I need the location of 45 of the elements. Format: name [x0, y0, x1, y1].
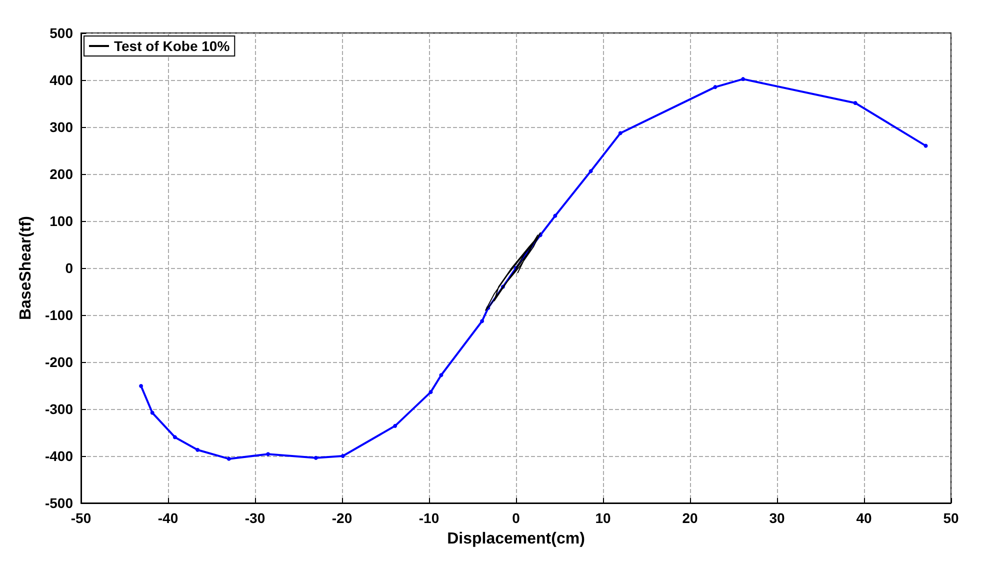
x-axis-title: Displacement(cm): [447, 530, 585, 548]
y-tick-label: -300: [44, 401, 74, 417]
x-tick-label: 20: [682, 510, 698, 526]
x-tick-label: -30: [244, 510, 266, 526]
y-tick-label: 200: [50, 166, 74, 182]
y-tick-label: -400: [44, 448, 74, 464]
y-tick-label: 100: [50, 213, 74, 229]
point: [428, 390, 433, 394]
legend-label: Test of Kobe 10%: [114, 38, 230, 54]
y-tick-label: 0: [65, 260, 74, 276]
y-tick-label: -500: [44, 495, 74, 511]
y-tick-label: 300: [50, 119, 74, 135]
point: [713, 85, 718, 90]
point: [853, 101, 858, 106]
line-series: [485, 232, 541, 311]
point: [741, 77, 746, 82]
point: [480, 319, 484, 324]
point: [618, 131, 622, 136]
x-tick-label: -20: [332, 510, 352, 526]
point: [314, 456, 318, 460]
y-tick-label: -100: [44, 307, 74, 323]
point: [266, 452, 270, 456]
x-tick-label: 50: [943, 510, 959, 526]
point: [196, 448, 200, 452]
y-tick-label: 500: [50, 25, 74, 41]
y-axis-title: BaseShear(tf): [18, 216, 35, 320]
x-tick-label: 10: [595, 510, 611, 526]
point: [340, 454, 345, 458]
x-tick-label: -50: [70, 510, 92, 526]
x-tick-label: -10: [418, 510, 440, 526]
y-tick-label: 400: [50, 72, 74, 88]
point: [150, 410, 154, 415]
point: [553, 214, 558, 218]
x-tick-label: -40: [158, 510, 178, 526]
x-tick-label: 0: [512, 510, 520, 526]
x-tick-label: 30: [769, 510, 785, 526]
point: [439, 373, 444, 378]
y-tick-label: -200: [44, 354, 74, 370]
point: [172, 435, 177, 440]
point: [924, 144, 928, 148]
point: [139, 384, 144, 388]
point: [393, 424, 398, 428]
point: [226, 456, 231, 461]
point: [588, 169, 593, 174]
x-tick-label: 40: [856, 510, 872, 526]
